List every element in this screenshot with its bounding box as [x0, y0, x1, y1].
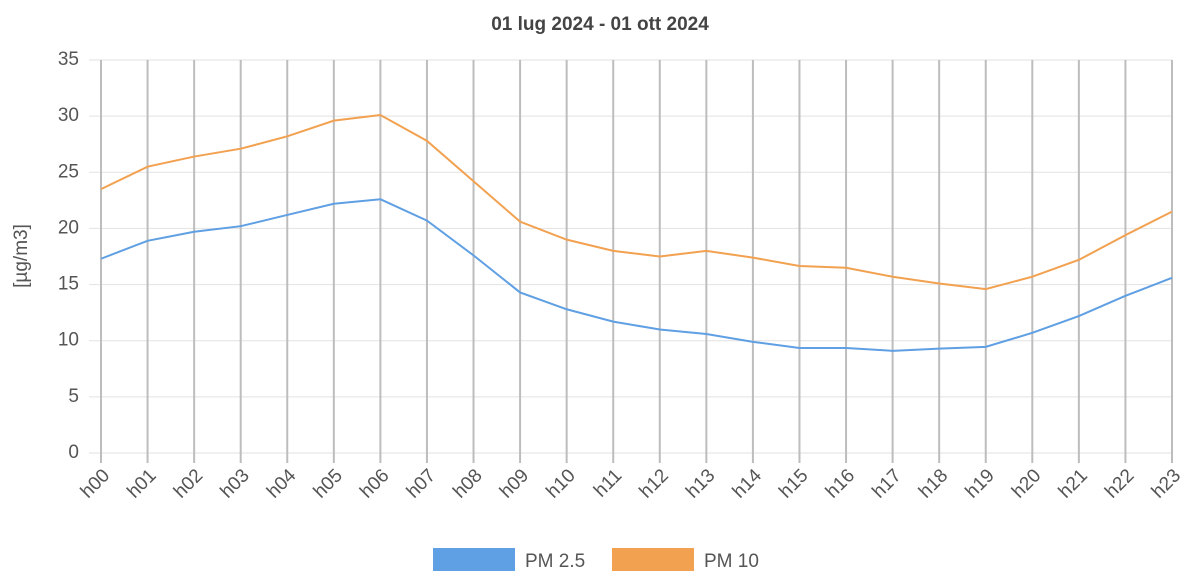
x-tick-label: h13 — [682, 465, 719, 502]
x-tick-label: h20 — [1008, 465, 1045, 502]
legend-label: PM 2.5 — [525, 551, 585, 571]
x-tick-label: h03 — [217, 465, 254, 502]
x-tick-label: h14 — [729, 465, 767, 503]
series-line — [100, 113, 1173, 291]
x-tick-label: h05 — [310, 465, 347, 502]
y-tick-label: 30 — [58, 105, 79, 126]
legend-swatch — [433, 548, 515, 571]
y-tick-label: 15 — [58, 274, 79, 295]
x-tick-label: h18 — [915, 465, 952, 502]
x-tick-label: h23 — [1148, 465, 1185, 502]
x-tick-label: h21 — [1055, 465, 1092, 502]
x-tick-label: h04 — [263, 465, 301, 503]
legend-swatch — [612, 548, 694, 571]
x-tick-label: h12 — [636, 465, 673, 502]
y-tick-label: 35 — [58, 49, 79, 70]
x-tick-label: h22 — [1101, 465, 1138, 502]
y-tick-label: 25 — [58, 161, 79, 182]
y-tick-label: 0 — [68, 442, 79, 463]
x-tick-label: h02 — [170, 465, 207, 502]
x-tick-label: h15 — [775, 465, 812, 502]
x-tick-label: h11 — [590, 465, 626, 501]
series-line — [100, 198, 1173, 352]
y-tick-label: 10 — [58, 330, 79, 351]
x-tick-label: h09 — [496, 465, 533, 502]
x-tick-label: h06 — [356, 465, 393, 502]
y-tick-label: 20 — [58, 217, 79, 238]
x-tick-label: h00 — [77, 465, 114, 502]
legend-label: PM 10 — [704, 551, 759, 571]
x-tick-label: h17 — [868, 465, 905, 502]
x-tick-label: h01 — [123, 465, 160, 502]
x-tick-label: h08 — [449, 465, 486, 502]
x-tick-label: h07 — [403, 465, 440, 502]
chart-title: 01 lug 2024 - 01 ott 2024 — [491, 14, 709, 35]
x-tick-label: h16 — [822, 465, 859, 502]
x-tick-label: h19 — [962, 465, 999, 502]
x-tick-label: h10 — [542, 465, 579, 502]
y-tick-label: 5 — [68, 386, 79, 407]
y-axis-label: [µg/m3] — [11, 224, 32, 288]
